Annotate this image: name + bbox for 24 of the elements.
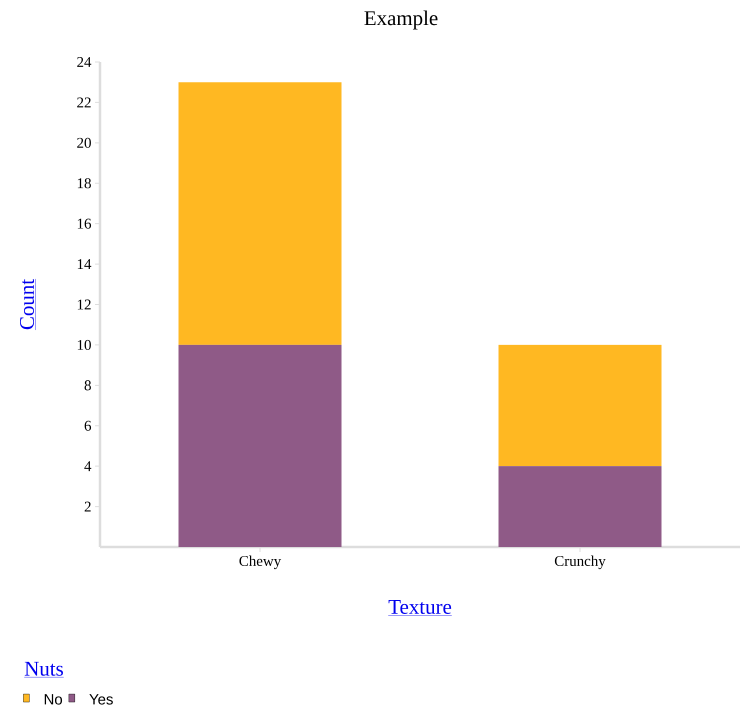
legend-label: No	[44, 694, 62, 705]
bar	[178, 344, 342, 547]
bar	[498, 466, 662, 547]
y-tick-label: 2	[84, 502, 91, 512]
x-tick-label: Crunchy	[554, 556, 606, 570]
y-tick-label: 12	[78, 300, 91, 310]
y-tick-label: 6	[84, 420, 92, 431]
legend-label: Yes	[89, 694, 113, 705]
x-axis-title: Texture	[388, 600, 452, 614]
legend-title: Nuts	[24, 662, 63, 676]
y-axis-title: Count	[20, 279, 34, 330]
y-tick-label: 22	[77, 97, 91, 108]
y-tick-label: 16	[78, 218, 92, 229]
x-tick-label: Chewy	[239, 556, 282, 570]
bar	[498, 344, 662, 466]
y-tick-label: 4	[84, 461, 92, 472]
chart-title: Example	[364, 10, 438, 30]
y-tick-label: 10	[78, 340, 91, 350]
y-tick-label: 18	[78, 178, 91, 188]
y-tick-label: 24	[77, 57, 92, 67]
y-tick-label: 8	[84, 380, 91, 390]
bar	[178, 82, 342, 345]
y-tick-label: 14	[78, 259, 92, 269]
y-tick-label: 20	[77, 138, 91, 148]
